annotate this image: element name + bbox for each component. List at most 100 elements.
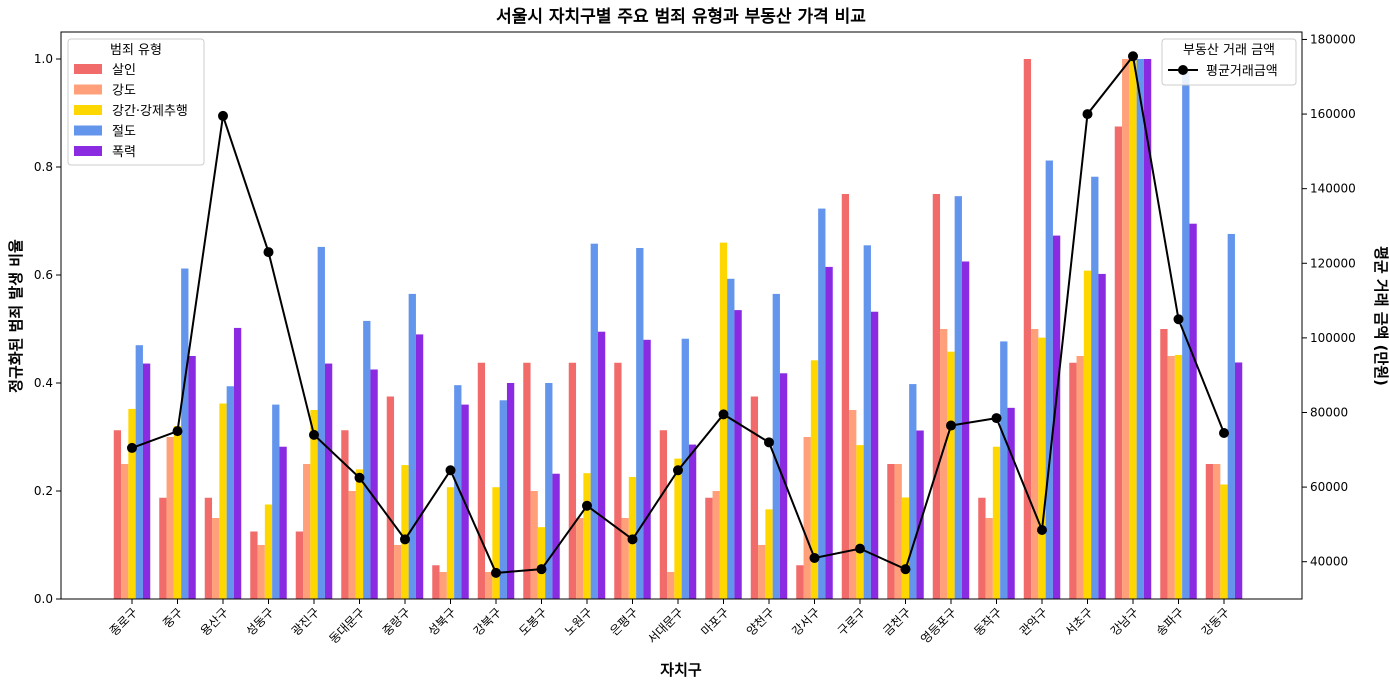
legend-swatch [74, 146, 102, 156]
bar [933, 194, 940, 599]
chart-title: 서울시 자치구별 주요 범죄 유형과 부동산 가격 비교 [496, 6, 866, 27]
bar [507, 383, 514, 599]
bar [1115, 127, 1122, 600]
bar [887, 464, 894, 599]
left-axis: 0.0 0.2 0.4 0.6 0.8 1.0 [34, 52, 61, 606]
x-tick-label: 관악구 [1017, 605, 1050, 638]
bar [159, 498, 166, 599]
bar [1235, 362, 1242, 599]
bar [523, 363, 530, 599]
y-tick-label: 0.2 [34, 484, 53, 498]
bar [1129, 59, 1136, 599]
legend-label: 강간·강제추행 [112, 103, 188, 119]
y2-tick-label: 40000 [1310, 555, 1348, 569]
price-point [582, 501, 592, 511]
legend-swatch [74, 64, 102, 74]
bar [1069, 363, 1076, 599]
y2-tick-label: 60000 [1310, 480, 1348, 494]
price-point [946, 421, 956, 431]
legend-label: 살인 [112, 63, 136, 78]
price-point [901, 564, 911, 574]
bar [804, 437, 811, 599]
y2-tick-label: 100000 [1310, 331, 1356, 345]
y2-tick-label: 80000 [1310, 405, 1348, 419]
y2-tick-label: 120000 [1310, 256, 1356, 270]
bar [174, 426, 181, 599]
bar [143, 364, 150, 599]
legend-swatch [74, 105, 102, 115]
legend-label: 절도 [112, 125, 136, 140]
legend-swatch [74, 85, 102, 95]
bar [500, 400, 507, 599]
y-axis-label: 정규화된 범죄 발생 비율 [7, 239, 25, 393]
bar [250, 532, 257, 600]
bar [993, 447, 1000, 599]
bar [538, 527, 545, 599]
x-tick-label: 강서구 [789, 605, 822, 638]
bar [818, 209, 825, 599]
bar [902, 497, 909, 599]
price-point [491, 568, 501, 578]
y2-axis-label: 평균 거래 금액 (만원) [1372, 246, 1389, 386]
price-point [309, 430, 319, 440]
bar [1189, 224, 1196, 599]
bar [114, 430, 121, 599]
x-tick-label: 용산구 [198, 605, 231, 638]
bar [1182, 70, 1189, 599]
bar [136, 345, 143, 599]
bar [569, 363, 576, 599]
bar [227, 386, 234, 599]
price-point [673, 465, 683, 475]
bar [1024, 59, 1031, 599]
bar [576, 518, 583, 599]
bar [318, 247, 325, 599]
bar [864, 245, 871, 599]
y-tick-label: 0.8 [34, 160, 53, 174]
price-point [1174, 314, 1184, 324]
bar [986, 518, 993, 599]
bar [272, 405, 279, 599]
bar [622, 518, 629, 599]
legend-price-label: 평균거래금액 [1206, 64, 1278, 79]
price-point [218, 111, 228, 121]
bar [325, 364, 332, 599]
price-point [173, 426, 183, 436]
price-point [1128, 51, 1138, 61]
bar [387, 397, 394, 600]
price-point [628, 534, 638, 544]
x-tick-label: 영등포구 [918, 605, 959, 646]
x-tick-label: 서초구 [1062, 605, 1095, 638]
bar [303, 464, 310, 599]
x-tick-label: 성동구 [243, 605, 276, 638]
x-tick-label: 중구 [160, 605, 186, 631]
bar [1228, 234, 1235, 599]
y-tick-label: 0.0 [34, 592, 53, 606]
bar [167, 437, 174, 599]
bar [181, 269, 188, 599]
bar [909, 384, 916, 599]
price-point [355, 473, 365, 483]
x-tick-label: 양천구 [743, 605, 777, 639]
bar [478, 363, 485, 599]
x-tick-label: 동작구 [971, 605, 1004, 638]
bar [1160, 329, 1167, 599]
bar [440, 572, 447, 599]
bar [492, 487, 499, 599]
bar [660, 430, 667, 599]
bar [545, 383, 552, 599]
x-tick-label: 광진구 [289, 605, 322, 638]
bar [188, 356, 195, 599]
bar [811, 360, 818, 599]
bar [356, 469, 363, 599]
y-tick-label: 1.0 [34, 52, 53, 66]
bar [552, 474, 559, 599]
bar [978, 498, 985, 599]
x-axis-label: 자치구 [660, 661, 702, 679]
bar [643, 340, 650, 599]
bar [598, 332, 605, 599]
x-tick-label: 구로구 [835, 605, 868, 638]
bar [1007, 408, 1014, 599]
price-point [127, 443, 137, 453]
bar [432, 565, 439, 599]
